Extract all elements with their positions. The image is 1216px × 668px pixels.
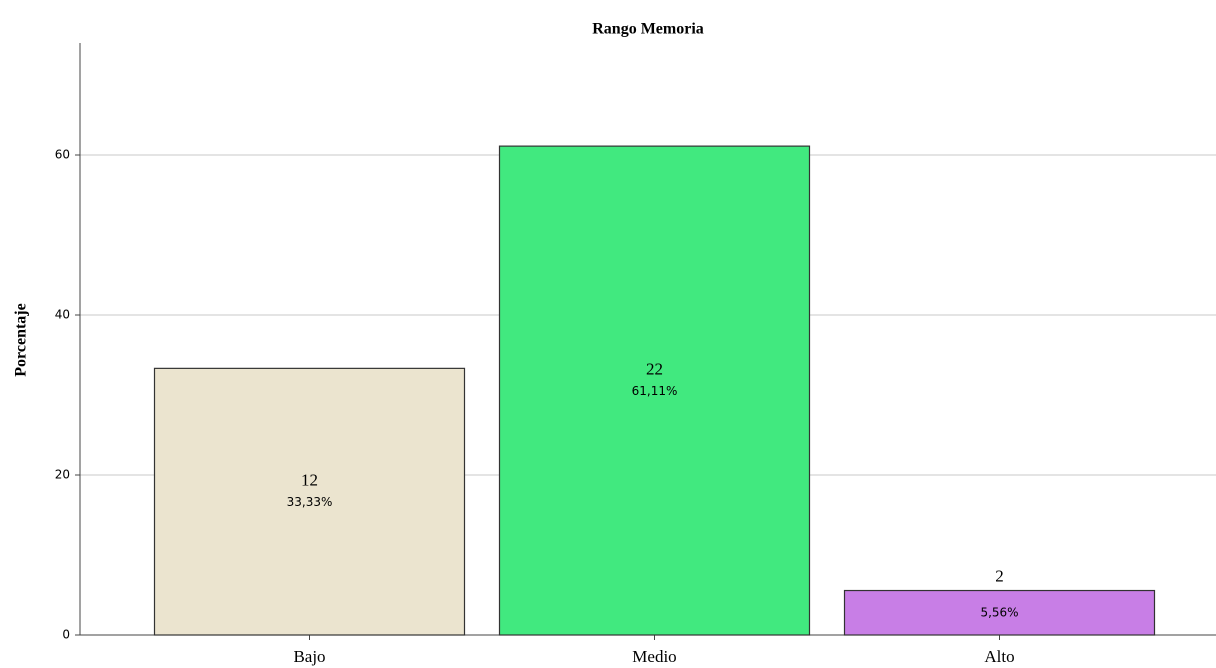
y-tick-label: 0 [62,628,70,642]
y-tick-label: 60 [55,148,70,162]
x-tick-label: Medio [632,647,676,666]
x-tick-label: Alto [984,647,1014,666]
value-label: 61,11% [632,384,678,398]
y-tick-label: 20 [55,468,70,482]
bar [843,589,1156,636]
value-label: 33,33% [287,495,333,509]
y-tick-label: 40 [55,308,70,322]
x-tick-label: Bajo [293,647,325,666]
bar [498,145,811,636]
value-label: 5,56% [980,605,1018,619]
bar [153,367,466,636]
chart-title: Rango Memoria [592,21,704,38]
y-axis-label: Porcentaje [13,303,30,376]
count-label: 2 [995,566,1004,585]
count-label: 22 [646,359,663,378]
count-label: 12 [301,471,318,490]
